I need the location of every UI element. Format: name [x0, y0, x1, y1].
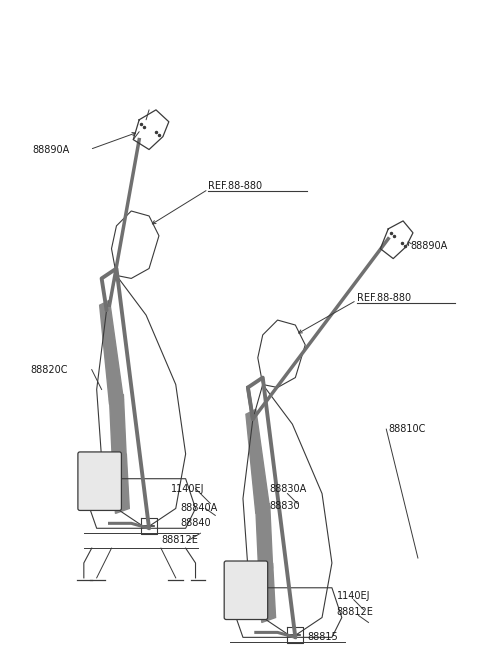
Polygon shape: [109, 394, 126, 464]
Text: REF.88-880: REF.88-880: [208, 181, 263, 191]
Polygon shape: [100, 300, 123, 404]
Text: 88812E: 88812E: [337, 607, 374, 617]
Text: 88890A: 88890A: [33, 144, 70, 155]
Text: REF.88-880: REF.88-880: [357, 293, 411, 303]
Polygon shape: [246, 409, 270, 514]
Text: 1140EJ: 1140EJ: [337, 590, 371, 601]
Text: 88830: 88830: [270, 501, 300, 512]
FancyBboxPatch shape: [78, 452, 121, 510]
Text: 88820C: 88820C: [30, 365, 68, 375]
Text: 1140EJ: 1140EJ: [171, 483, 204, 493]
Text: 88812E: 88812E: [161, 535, 198, 545]
Text: 88830A: 88830A: [270, 483, 307, 493]
Text: 88810C: 88810C: [388, 424, 426, 434]
Polygon shape: [259, 563, 276, 623]
FancyBboxPatch shape: [224, 561, 268, 619]
Text: 88840: 88840: [180, 518, 211, 528]
Polygon shape: [256, 504, 273, 573]
Text: 88890A: 88890A: [410, 241, 447, 251]
Text: 88815: 88815: [307, 632, 338, 642]
Polygon shape: [112, 454, 129, 514]
Text: 88840A: 88840A: [180, 503, 218, 514]
